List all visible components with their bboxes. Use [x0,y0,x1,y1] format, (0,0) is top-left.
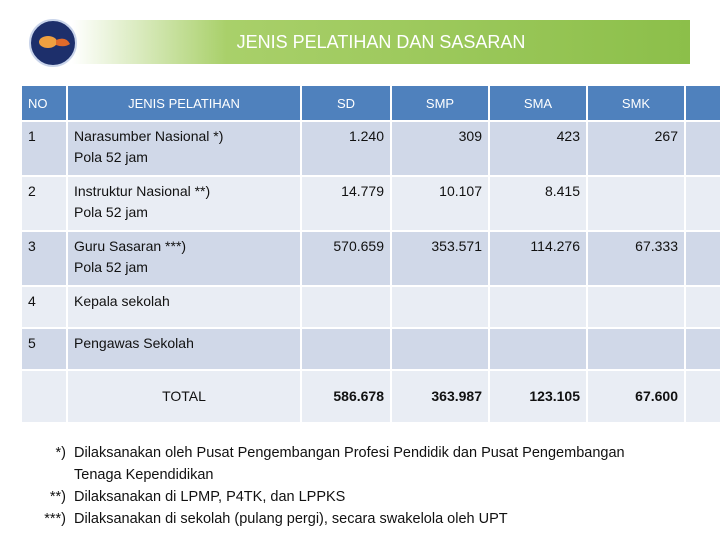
column-header: JENIS PELATIHAN [66,84,302,122]
table-cell [488,285,588,329]
table-cell: 353.571 [390,230,490,287]
table-cell: Narasumber Nasional *) Pola 52 jam [66,120,302,177]
table-cell: 67.600 [586,369,686,424]
table-cell: 2 [20,175,68,232]
footnotes: *) Dilaksanakan oleh Pusat Pengembangan P… [20,442,625,530]
table-cell: 8.415 [488,175,588,232]
table-cell: 168.883 [684,285,720,329]
column-header: SMA [488,84,588,122]
table-cell: TOTAL [66,369,302,424]
column-header: SD [300,84,392,122]
table-cell: 67.333 [586,230,686,287]
table-cell: 2.239 [684,120,720,177]
column-header: SMK [586,84,686,122]
table-cell [390,285,490,329]
table-cell [586,285,686,329]
table-cell [300,285,392,329]
table-cell: 267 [586,120,686,177]
table-cell: 114.276 [488,230,588,287]
table-cell: 309 [390,120,490,177]
table-cell: Guru Sasaran ***) Pola 52 jam [66,230,302,287]
table-cell: 423 [488,120,588,177]
table-cell: 363.987 [390,369,490,424]
table-cell: 14.779 [300,175,392,232]
column-header: SMP [390,84,490,122]
footnote-marker: ***) [44,511,66,527]
table-cell: 570.659 [300,230,392,287]
footnote-text: Dilaksanakan oleh Pusat Pengembangan Pro… [74,445,625,483]
column-header: TOTAL [684,84,720,122]
table-cell: 5 [20,327,68,371]
footnote: **) Dilaksanakan di LPMP, P4TK, dan LPPKS [20,486,625,508]
table-row: 2 Instruktur Nasional **) Pola 52 jam 14.7… [20,175,720,232]
table-cell [20,369,68,424]
title: JENIS PELATIHAN DAN SASARAN [236,32,526,52]
column-header: NO [20,84,68,122]
table-cell: 1 [20,120,68,177]
table-cell [586,175,686,232]
table-cell [300,327,392,371]
table-cell: 10.107 [390,175,490,232]
table-cell: 1.240 [300,120,392,177]
footnote-marker: *) [55,445,66,461]
table-row: 3 Guru Sasaran ***) Pola 52 jam 570.659 353… [20,230,720,287]
table-cell: 33.301 [684,175,720,232]
table-cell: 123.105 [488,369,588,424]
logo [29,19,77,67]
table-cell: 1.334.512 [684,369,720,424]
footnote: *) Dilaksanakan oleh Pusat Pengembangan P… [20,442,625,486]
table-cell: 1.105.839 [684,230,720,287]
table-cell: 24.250 [684,327,720,371]
table-cell: 3 [20,230,68,287]
table-row: 1 Narasumber Nasional *) Pola 52 jam 1.240… [20,120,720,177]
title-banner [72,20,690,64]
table-cell: 586.678 [300,369,392,424]
footnote-text: Dilaksanakan di sekolah (pulang pergi), … [74,511,508,527]
table-cell [390,327,490,371]
table-cell: 4 [20,285,68,329]
footnote-text: Dilaksanakan di LPMP, P4TK, dan LPPKS [74,489,346,505]
table-cell [488,327,588,371]
footnote-marker: **) [49,489,66,505]
table-cell: Pengawas Sekolah [66,327,302,371]
footnote: ***) Dilaksanakan di sekolah (pulang perg… [20,508,625,530]
table-cell [586,327,686,371]
table-cell: Instruktur Nasional **) Pola 52 jam [66,175,302,232]
table-row: TOTAL586.678363.987123.10567.6001.334.51… [20,369,720,424]
table-cell: Kepala sekolah [66,285,302,329]
